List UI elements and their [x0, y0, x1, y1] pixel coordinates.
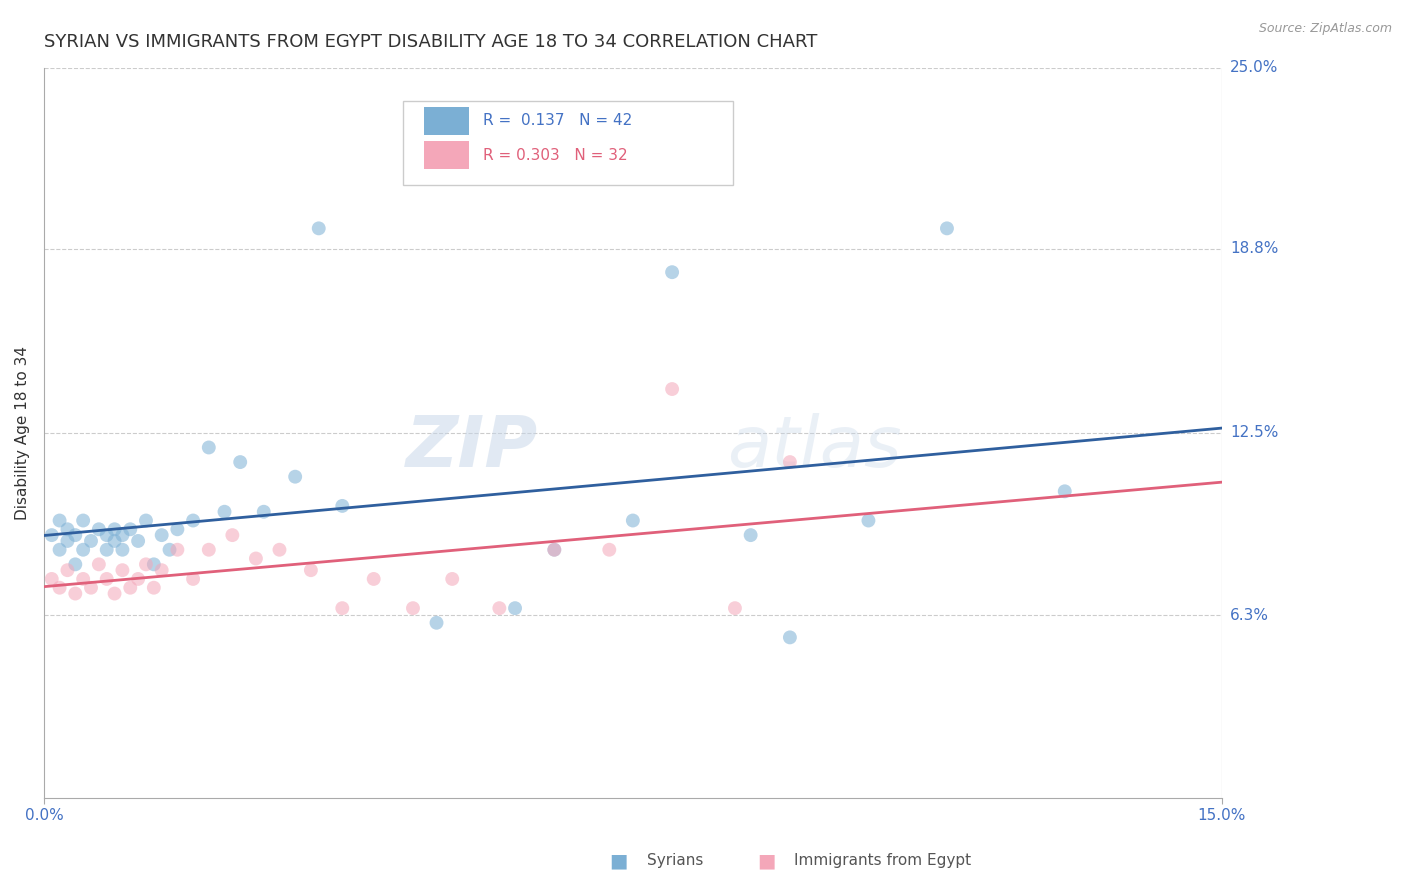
Y-axis label: Disability Age 18 to 34: Disability Age 18 to 34: [15, 346, 30, 520]
Point: [330, 601, 353, 615]
Point: [80, 581, 103, 595]
Point: [661, 265, 683, 279]
Text: ■: ■: [756, 851, 776, 871]
Text: ZIP: ZIP: [406, 413, 538, 482]
Point: [221, 528, 243, 542]
Point: [330, 499, 353, 513]
Point: [284, 469, 307, 483]
Point: [598, 542, 620, 557]
Point: [142, 558, 165, 572]
Point: [166, 522, 188, 536]
Point: [543, 542, 565, 557]
Point: [103, 533, 125, 548]
Point: [56, 522, 79, 536]
Point: [135, 514, 157, 528]
Point: [779, 631, 801, 645]
Point: [198, 441, 221, 455]
Point: [96, 528, 118, 542]
Text: 25.0%: 25.0%: [1230, 60, 1278, 75]
Point: [166, 542, 188, 557]
Point: [135, 558, 157, 572]
Point: [48, 581, 70, 595]
Point: [181, 514, 204, 528]
Point: [308, 221, 330, 235]
Point: [150, 563, 173, 577]
Point: [48, 542, 70, 557]
Point: [488, 601, 510, 615]
Point: [111, 528, 134, 542]
Point: [80, 533, 103, 548]
Text: R =  0.137   N = 42: R = 0.137 N = 42: [484, 113, 633, 128]
Text: Source: ZipAtlas.com: Source: ZipAtlas.com: [1258, 22, 1392, 36]
Point: [103, 586, 125, 600]
Point: [127, 572, 149, 586]
Point: [96, 572, 118, 586]
Point: [72, 542, 94, 557]
Point: [181, 572, 204, 586]
Point: [1053, 484, 1076, 499]
Point: [441, 572, 464, 586]
Text: ■: ■: [609, 851, 628, 871]
Point: [41, 572, 63, 586]
Point: [41, 528, 63, 542]
Bar: [425, 107, 470, 135]
Point: [779, 455, 801, 469]
Text: 12.5%: 12.5%: [1230, 425, 1278, 441]
Point: [363, 572, 385, 586]
Point: [402, 601, 425, 615]
Point: [120, 581, 142, 595]
Point: [65, 558, 87, 572]
Text: 6.3%: 6.3%: [1230, 608, 1270, 623]
Point: [245, 551, 267, 566]
Point: [142, 581, 165, 595]
Point: [253, 505, 276, 519]
Text: 18.8%: 18.8%: [1230, 242, 1278, 256]
Point: [103, 522, 125, 536]
Point: [120, 522, 142, 536]
Text: SYRIAN VS IMMIGRANTS FROM EGYPT DISABILITY AGE 18 TO 34 CORRELATION CHART: SYRIAN VS IMMIGRANTS FROM EGYPT DISABILI…: [44, 33, 817, 51]
Point: [56, 563, 79, 577]
FancyBboxPatch shape: [404, 101, 733, 185]
Point: [740, 528, 762, 542]
Point: [503, 601, 526, 615]
Point: [127, 533, 149, 548]
Point: [65, 528, 87, 542]
Point: [150, 528, 173, 542]
Point: [198, 542, 221, 557]
Point: [96, 542, 118, 557]
Text: Immigrants from Egypt: Immigrants from Egypt: [794, 854, 972, 868]
Point: [87, 522, 110, 536]
Point: [87, 558, 110, 572]
Point: [159, 542, 181, 557]
Point: [661, 382, 683, 396]
Text: Syrians: Syrians: [647, 854, 703, 868]
Point: [543, 542, 565, 557]
Point: [111, 542, 134, 557]
Text: atlas: atlas: [727, 413, 901, 482]
Point: [56, 533, 79, 548]
Point: [724, 601, 747, 615]
Point: [621, 514, 644, 528]
Point: [425, 615, 447, 630]
Point: [858, 514, 880, 528]
Point: [229, 455, 252, 469]
Bar: [425, 142, 470, 169]
Point: [936, 221, 959, 235]
Point: [269, 542, 291, 557]
Point: [65, 586, 87, 600]
Point: [72, 514, 94, 528]
Point: [48, 514, 70, 528]
Point: [72, 572, 94, 586]
Text: R = 0.303   N = 32: R = 0.303 N = 32: [484, 148, 628, 163]
Point: [111, 563, 134, 577]
Point: [214, 505, 236, 519]
Point: [299, 563, 322, 577]
